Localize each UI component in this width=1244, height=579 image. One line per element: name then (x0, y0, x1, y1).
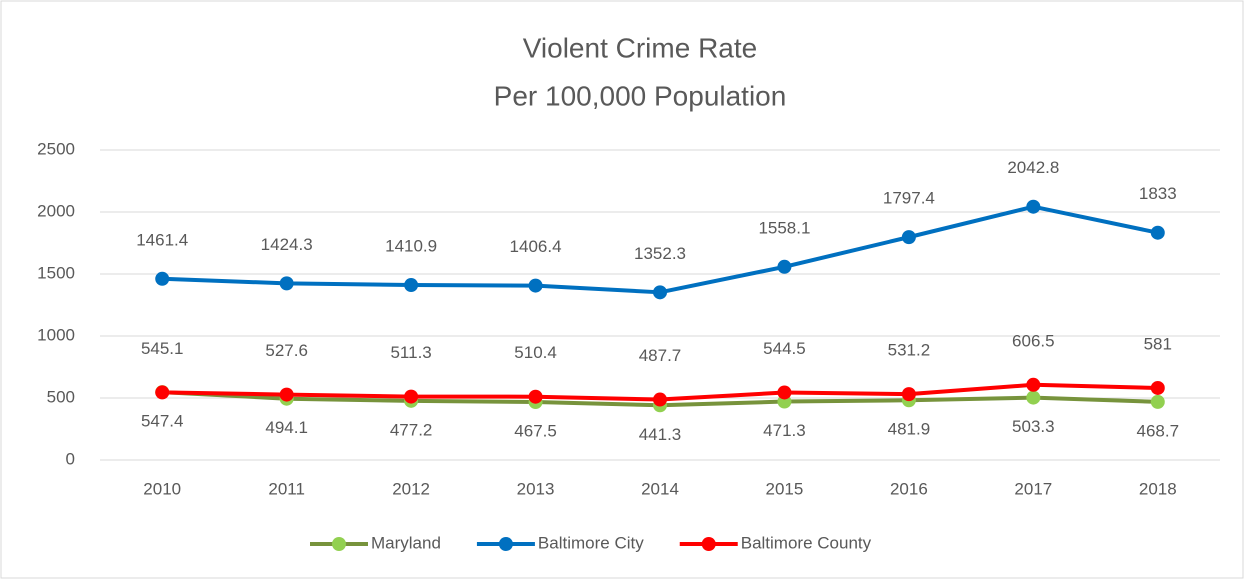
data-label: 471.3 (763, 421, 806, 440)
data-label: 441.3 (639, 425, 682, 444)
data-label: 487.7 (639, 346, 682, 365)
marker (777, 259, 792, 274)
data-label: 510.4 (514, 343, 557, 362)
data-label: 527.6 (265, 341, 308, 360)
y-tick-label: 1500 (37, 263, 75, 282)
data-label: 545.1 (141, 339, 184, 358)
marker (1150, 225, 1165, 240)
marker (901, 230, 916, 245)
marker (155, 271, 170, 286)
y-tick-label: 1000 (37, 325, 75, 344)
data-label: 481.9 (888, 420, 931, 439)
data-label: 1352.3 (634, 244, 686, 263)
data-label: 477.2 (390, 420, 433, 439)
chart-title: Violent Crime Rate (523, 32, 757, 63)
data-label: 531.2 (888, 341, 931, 360)
chart-subtitle: Per 100,000 Population (494, 80, 787, 111)
legend-marker (498, 537, 513, 551)
marker (1026, 390, 1041, 405)
marker (279, 276, 294, 291)
marker (653, 285, 667, 300)
x-tick-label: 2012 (392, 479, 430, 498)
x-tick-label: 2010 (143, 479, 181, 498)
legend-marker (332, 537, 346, 551)
data-label: 511.3 (390, 343, 431, 362)
data-label: 467.5 (514, 422, 557, 441)
data-label: 544.5 (763, 339, 806, 358)
data-label: 1406.4 (510, 237, 562, 256)
legend-marker (701, 537, 716, 551)
data-label: 581 (1144, 334, 1172, 353)
data-label: 2042.8 (1007, 158, 1059, 177)
data-label: 1424.3 (261, 235, 313, 254)
marker (155, 385, 170, 400)
marker (1026, 377, 1041, 392)
marker (1026, 199, 1041, 214)
legend-label: Maryland (371, 533, 441, 552)
x-tick-label: 2017 (1014, 479, 1052, 498)
data-label: 1461.4 (136, 230, 188, 249)
data-label: 494.1 (265, 418, 308, 437)
x-tick-label: 2016 (890, 479, 928, 498)
y-tick-label: 2500 (37, 139, 75, 158)
x-tick-label: 2013 (517, 479, 555, 498)
data-label: 1797.4 (883, 189, 935, 208)
marker (404, 389, 419, 404)
data-label: 547.4 (141, 412, 184, 431)
marker (1150, 380, 1165, 395)
data-label: 1410.9 (385, 237, 437, 256)
marker (528, 278, 543, 293)
marker (653, 392, 667, 407)
legend-label: Baltimore City (538, 533, 644, 552)
data-label: 468.7 (1137, 421, 1180, 440)
marker (901, 387, 916, 402)
marker (404, 278, 419, 293)
x-tick-label: 2011 (268, 479, 305, 498)
y-tick-label: 0 (66, 449, 75, 468)
legend-label: Baltimore County (741, 533, 872, 552)
x-tick-label: 2018 (1139, 479, 1177, 498)
y-tick-label: 500 (47, 387, 75, 406)
marker (279, 387, 294, 402)
marker (1150, 394, 1165, 409)
marker (777, 385, 792, 400)
x-tick-label: 2014 (641, 479, 679, 498)
data-label: 503.3 (1012, 417, 1055, 436)
marker (528, 389, 543, 404)
data-label: 1558.1 (758, 218, 810, 237)
data-label: 1833 (1139, 184, 1177, 203)
data-label: 606.5 (1012, 331, 1055, 350)
y-tick-label: 2000 (37, 201, 75, 220)
x-tick-label: 2015 (766, 479, 804, 498)
